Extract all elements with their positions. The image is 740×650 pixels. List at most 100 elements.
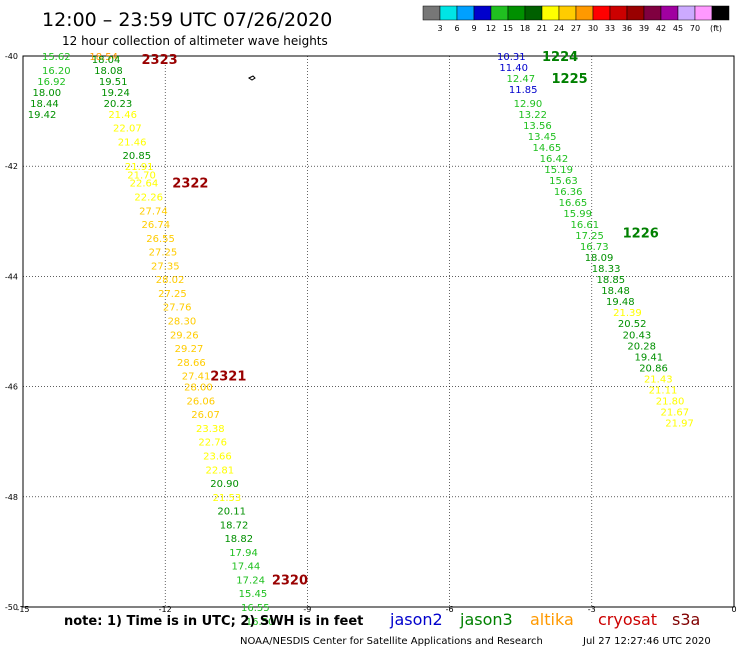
x-tick-label: -12 <box>159 605 172 614</box>
wave-height-label: 23.38 <box>196 424 225 435</box>
colorbar-label: 6 <box>454 24 459 33</box>
wave-height-label: 13.22 <box>518 110 547 121</box>
colorbar-swatch <box>558 5 577 21</box>
pass-number-label: 2322 <box>172 177 208 192</box>
wave-height-label: 18.08 <box>94 66 123 77</box>
wave-height-label: 20.86 <box>639 363 668 374</box>
wave-height-label: 26.07 <box>191 410 220 421</box>
wave-height-label: 28.00 <box>184 383 213 394</box>
colorbar-label: 45 <box>673 24 683 33</box>
wave-height-label: 21.11 <box>649 385 678 396</box>
x-tick-label: -6 <box>446 605 454 614</box>
pass-number-label: 1225 <box>552 72 588 87</box>
wave-height-label: 20.11 <box>217 507 246 518</box>
wave-height-label: 16.73 <box>580 242 609 253</box>
wave-height-label: 15.19 <box>544 165 573 176</box>
wave-height-label: 27.25 <box>149 248 178 259</box>
wave-height-label: 22.81 <box>205 465 234 476</box>
colorbar-swatch <box>575 5 594 21</box>
wave-height-label: 18.82 <box>224 534 253 545</box>
wave-height-label: 17.94 <box>229 548 258 559</box>
wave-height-label: 16.36 <box>554 187 583 198</box>
colorbar-swatch <box>524 5 543 21</box>
wave-height-label: 13.45 <box>528 132 557 143</box>
satellite-legend-s3a: s3a <box>672 610 700 629</box>
wave-height-label: 29.27 <box>175 344 204 355</box>
wave-height-label: 28.02 <box>156 275 185 286</box>
wave-height-label: 20.23 <box>104 99 133 110</box>
colorbar-swatch <box>660 5 679 21</box>
colorbar-label: 15 <box>503 24 513 33</box>
wave-height-label: 20.43 <box>623 330 652 341</box>
wave-height-label: 27.35 <box>151 261 180 272</box>
pass-number-label: 2321 <box>210 370 246 385</box>
pass-number-label: 1224 <box>542 50 578 65</box>
pass-number-label: 2323 <box>142 53 178 68</box>
wave-height-label: 18.72 <box>220 520 249 531</box>
credit-line: NOAA/NESDIS Center for Satellite Applica… <box>240 636 543 647</box>
lat-lon-grid <box>23 56 734 607</box>
wave-height-label: 22.64 <box>130 179 159 190</box>
colorbar-label: 3 <box>437 24 442 33</box>
colorbar-swatch <box>711 5 730 21</box>
wave-height-label: 19.51 <box>99 77 128 88</box>
wave-height-label: 29.26 <box>170 330 199 341</box>
wave-height-label: 28.66 <box>177 358 206 369</box>
y-tick-label: -42 <box>5 162 18 171</box>
wave-height-label: 22.07 <box>113 124 142 135</box>
satellite-legend-jason2: jason2 <box>389 610 443 629</box>
colorbar-label: 70 <box>690 24 700 33</box>
units-note: note: 1) Time is in UTC; 2) SWH is in fe… <box>64 614 363 629</box>
island-outline <box>248 75 256 81</box>
wave-height-label: 21.39 <box>613 308 642 319</box>
y-tick-label: -40 <box>5 52 18 61</box>
wave-height-label: 20.90 <box>210 479 239 490</box>
wave-height-label: 18.44 <box>30 99 59 110</box>
colorbar-label: 21 <box>537 24 547 33</box>
wave-height-label: 19.48 <box>606 297 635 308</box>
wave-height-label: 21.53 <box>213 493 242 504</box>
wave-height-label: 13.56 <box>523 121 552 132</box>
x-tick-label: -15 <box>16 605 29 614</box>
x-tick-label: 0 <box>731 605 736 614</box>
wave-height-label: 15.99 <box>563 209 592 220</box>
wave-height-label: 18.48 <box>601 286 630 297</box>
y-tick-label: -50 <box>5 603 18 612</box>
wave-height-label: 21.80 <box>656 396 685 407</box>
satellite-legend: jason2 jason3 altika cryosat s3a <box>389 610 700 629</box>
x-tick-label: -9 <box>303 605 311 614</box>
wave-height-label: 16.65 <box>559 198 588 209</box>
wave-height-label: 20.52 <box>618 319 647 330</box>
wave-height-label: 27.25 <box>158 289 187 300</box>
wave-height-label: 21.46 <box>108 110 137 121</box>
wave-height-label: 21.70 <box>127 170 156 181</box>
wave-height-label: 19.41 <box>634 352 663 363</box>
colorbar-swatch <box>592 5 611 21</box>
wave-height-label: 15.45 <box>239 589 268 600</box>
y-tick-label: -48 <box>5 493 18 502</box>
wave-height-label: 17.24 <box>236 575 265 586</box>
wave-height-label: 12.47 <box>506 74 535 85</box>
wave-height-label: 27.41 <box>182 372 211 383</box>
colorbar-label: 33 <box>605 24 615 33</box>
pass-number-label: 2320 <box>272 573 308 588</box>
colorbar-label: 27 <box>571 24 581 33</box>
wave-height-label: 19.24 <box>101 88 130 99</box>
y-tick-label: -44 <box>5 272 18 281</box>
colorbar-swatch <box>643 5 662 21</box>
wave-height-label: 27.74 <box>139 206 168 217</box>
colorbar-label: 24 <box>554 24 564 33</box>
map-subtitle: 12 hour collection of altimeter wave hei… <box>62 34 328 48</box>
colorbar-swatch <box>422 5 441 21</box>
colorbar-swatch <box>490 5 509 21</box>
wave-height-label: 21.97 <box>665 418 694 429</box>
timestamp: Jul 27 12:27:46 UTC 2020 <box>582 636 711 647</box>
wave-height-label: 21.46 <box>118 137 147 148</box>
wave-height-label: 15.62 <box>42 52 71 63</box>
map-title: 12:00 – 23:59 UTC 07/26/2020 <box>42 9 332 31</box>
colorbar-label: 30 <box>588 24 598 33</box>
colorbar-swatch <box>609 5 628 21</box>
colorbar-swatch <box>677 5 696 21</box>
wave-height-label: 16.92 <box>37 77 66 88</box>
